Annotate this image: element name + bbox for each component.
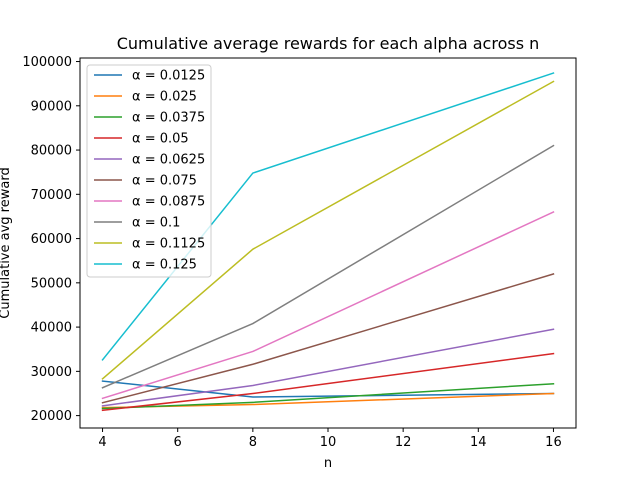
x-axis: 4 6 8 10 12 14 16 — [98, 428, 562, 450]
x-tick-label: 4 — [98, 435, 106, 450]
plot-lines — [101, 72, 555, 412]
series-line-7 — [101, 211, 555, 400]
y-tick-label: 70000 — [31, 188, 72, 203]
y-tick-label: 20000 — [31, 409, 72, 424]
chart-title: Cumulative average rewards for each alph… — [117, 34, 540, 53]
x-axis-label: n — [324, 456, 332, 471]
x-tick-label: 10 — [320, 435, 337, 450]
legend-label: α = 0.075 — [132, 174, 197, 189]
legend-label: α = 0.125 — [132, 258, 197, 273]
x-tick-label: 6 — [174, 435, 182, 450]
legend-items: α = 0.0125 α = 0.025 α = 0.0375 α = 0.05 α =… — [94, 69, 205, 273]
x-tick-label: 12 — [395, 435, 412, 450]
y-tick-label: 40000 — [31, 321, 72, 336]
y-tick-label: 80000 — [31, 144, 72, 159]
x-tick-label: 14 — [470, 435, 487, 450]
legend-label: α = 0.0875 — [132, 195, 205, 210]
y-tick-label: 90000 — [31, 99, 72, 114]
series-line-10 — [101, 72, 555, 361]
legend-box — [86, 64, 212, 278]
y-tick-label: 100000 — [22, 55, 72, 70]
legend-label: α = 0.05 — [132, 132, 189, 147]
legend-label: α = 0.1 — [132, 216, 180, 231]
y-tick-label: 60000 — [31, 232, 72, 247]
series-line-9 — [101, 80, 555, 380]
y-tick-label: 50000 — [31, 276, 72, 291]
y-tick-label: 30000 — [31, 365, 72, 380]
legend-label: α = 0.0375 — [132, 111, 205, 126]
legend-label: α = 0.025 — [132, 90, 197, 105]
legend-label: α = 0.0625 — [132, 153, 205, 168]
legend-label: α = 0.1125 — [132, 237, 205, 252]
y-axis: 20000 30000 40000 50000 60000 70000 80000 90000… — [22, 55, 80, 424]
x-tick-label: 16 — [545, 435, 562, 450]
series-line-6 — [101, 273, 555, 404]
legend: α = 0.0125 α = 0.025 α = 0.0375 α = 0.05 α =… — [86, 64, 212, 278]
series-line-3 — [101, 382, 555, 410]
legend-label: α = 0.0125 — [132, 69, 205, 84]
x-tick-label: 8 — [249, 435, 257, 450]
y-axis-label: Cumulative avg reward — [0, 167, 13, 318]
series-line-5 — [101, 328, 555, 407]
series-line-8 — [101, 144, 555, 389]
series-line-4 — [101, 352, 555, 412]
series-line-1 — [101, 380, 555, 398]
